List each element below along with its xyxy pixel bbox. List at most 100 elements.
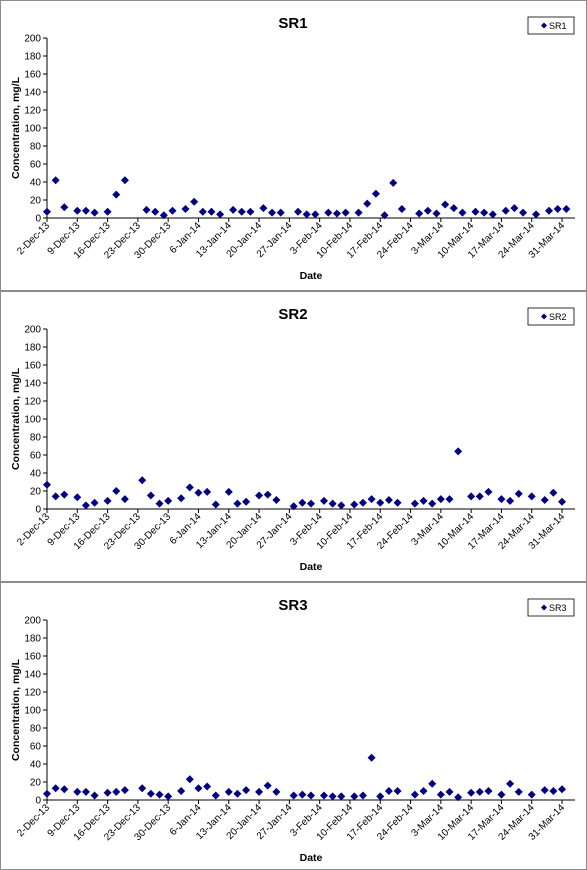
chart-title-3: SR3 [278, 597, 307, 614]
legend-label-1: SR1 [549, 21, 567, 31]
data-point [263, 781, 272, 790]
data-point [190, 197, 199, 206]
data-point [203, 782, 212, 791]
data-point [367, 753, 376, 762]
data-point [224, 487, 233, 496]
data-point [211, 791, 220, 800]
data-point [272, 496, 281, 504]
data-point [328, 499, 337, 508]
data-point [229, 205, 238, 214]
data-point [475, 787, 484, 796]
data-point [553, 205, 562, 213]
data-point [203, 487, 212, 496]
y-tick-label: 200 [24, 325, 41, 336]
x-axis-label-3: Date [300, 852, 323, 864]
data-point [103, 207, 112, 216]
data-point [562, 205, 571, 213]
data-point [242, 786, 251, 795]
data-point [467, 492, 476, 501]
data-point [198, 207, 207, 216]
data-point [307, 791, 315, 800]
chart-svg-sr2: SR20204060801001201401601802002-Dec-139-… [10, 306, 575, 573]
data-point [549, 488, 558, 497]
y-tick-label: 40 [30, 760, 42, 771]
data-point [419, 787, 428, 795]
data-point [350, 792, 359, 801]
data-point [484, 787, 493, 795]
data-point [337, 501, 346, 510]
x-axis-label-1: Date [300, 270, 323, 282]
data-point [90, 208, 99, 217]
data-point [527, 492, 536, 501]
data-point [151, 207, 160, 216]
data-point [81, 501, 90, 510]
data-point [112, 487, 121, 495]
data-point [81, 787, 90, 796]
data-point [81, 206, 90, 215]
data-point [532, 210, 541, 219]
data-point [545, 206, 554, 215]
y-tick-label: 180 [24, 52, 41, 63]
data-point [216, 210, 225, 219]
data-point [519, 208, 528, 217]
data-point [380, 211, 389, 220]
data-point [263, 490, 272, 499]
data-point [246, 207, 255, 216]
data-point [155, 790, 164, 799]
y-tick-label: 200 [24, 616, 41, 627]
data-point [272, 787, 281, 796]
data-point [328, 792, 337, 801]
data-point [73, 787, 82, 796]
data-point [441, 200, 450, 209]
data-point [484, 487, 493, 496]
data-point [354, 208, 363, 217]
data-point [376, 792, 385, 801]
data-point [43, 480, 51, 489]
y-tick-label: 100 [24, 415, 41, 426]
chart-title-1: SR1 [278, 15, 307, 32]
data-point [233, 499, 242, 508]
y-tick-label: 120 [24, 688, 41, 699]
chart-title-2: SR2 [278, 306, 307, 323]
data-point [168, 206, 177, 215]
chart-panel-sr1: SR1 0 20 40 60 80 100 120 140 160 180 200 2-Dec-13 9-… [0, 0, 587, 291]
y-tick-label: 0 [35, 214, 41, 225]
y-tick-label: 160 [24, 361, 41, 372]
data-point [211, 500, 220, 509]
data-point [311, 210, 320, 219]
data-point [177, 787, 186, 795]
data-point [268, 208, 277, 217]
data-point [410, 790, 419, 799]
data-point [501, 206, 510, 215]
data-point [423, 206, 432, 215]
x-axis-label-2: Date [300, 561, 323, 573]
data-point [332, 209, 341, 218]
data-point [276, 208, 285, 217]
y-tick-label: 120 [24, 397, 41, 408]
data-point [185, 483, 194, 492]
legend-label-3: SR3 [549, 603, 567, 613]
y-tick-label: 140 [24, 670, 41, 681]
data-point [294, 207, 303, 216]
data-point [146, 789, 155, 798]
data-point [436, 790, 445, 799]
data-point [103, 496, 112, 505]
data-point [428, 499, 437, 508]
data-point [207, 207, 216, 216]
y-tick-label: 60 [30, 742, 42, 753]
data-point [51, 784, 60, 793]
y-tick-label: 20 [30, 196, 42, 207]
data-point [393, 498, 402, 507]
legend-label-2: SR2 [549, 312, 567, 322]
y-tick-label: 80 [30, 433, 42, 444]
y-tick-label: 100 [24, 706, 41, 717]
data-point [397, 205, 406, 213]
y-tick-label: 80 [30, 142, 42, 153]
data-point [120, 495, 129, 504]
data-point [324, 208, 333, 217]
data-point [60, 785, 69, 794]
data-point [371, 189, 380, 198]
data-point [194, 784, 203, 793]
y-tick-label: 40 [30, 178, 42, 189]
data-point [164, 792, 173, 801]
